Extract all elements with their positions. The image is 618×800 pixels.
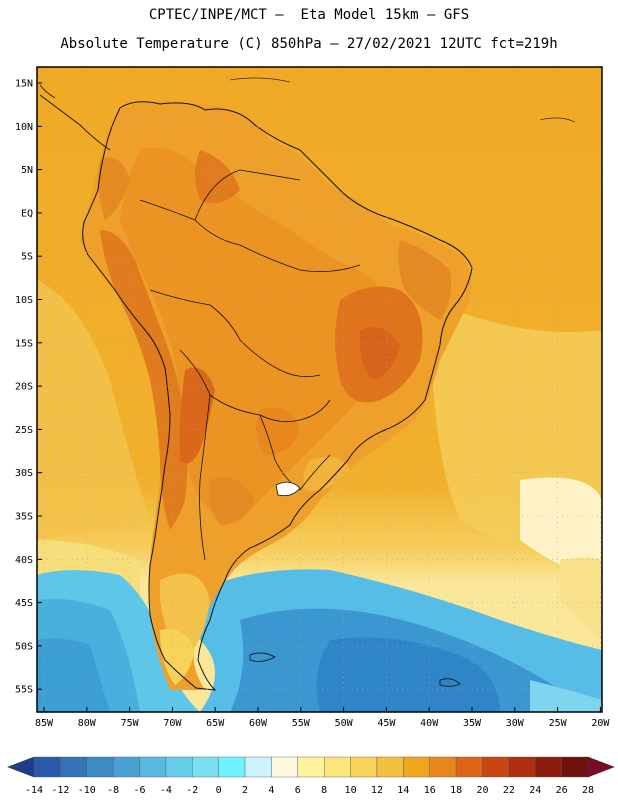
colorbar-label: 8	[321, 785, 327, 796]
colorbar-segment	[376, 756, 404, 778]
lat-label: 20S	[15, 382, 33, 393]
graticule	[37, 67, 602, 712]
latitude-labels: 15N 10N 5N EQ 5S 10S 15S 20S 25S 30S 35S 40S 45S 50S 5…	[15, 79, 33, 696]
lon-label: 85W	[35, 718, 54, 729]
lon-label: 60W	[249, 718, 268, 729]
colorbar-segment	[139, 756, 167, 778]
colorbar-segment	[218, 756, 246, 778]
colorbar-segment	[455, 756, 483, 778]
colorbar-label: 0	[216, 785, 222, 796]
colorbar-label: -14	[25, 785, 43, 796]
map-subtitle: Absolute Temperature (C) 850hPa – 27/02/…	[60, 36, 558, 52]
lon-label: 65W	[206, 718, 225, 729]
colorbar-segment	[350, 756, 378, 778]
map-title: CPTEC/INPE/MCT – Eta Model 15km – GFS	[148, 7, 470, 23]
lat-label: 5N	[21, 165, 33, 176]
colorbar-label: 20	[476, 785, 488, 796]
colorbar-label: 26	[556, 785, 568, 796]
lon-label: 30W	[506, 718, 525, 729]
colorbar-label: -12	[51, 785, 69, 796]
colorbar-segment	[60, 756, 87, 778]
lat-label: 25S	[15, 425, 33, 436]
lon-label: 45W	[377, 718, 396, 729]
longitude-labels: 85W 80W 75W 70W 65W 60W 55W 50W 45W 40W 35W 30W 25W 2…	[35, 718, 610, 729]
colorbar-label: 12	[371, 785, 383, 796]
lat-label: 35S	[15, 512, 33, 523]
colorbar-label: 10	[345, 785, 357, 796]
lat-label: 30S	[15, 468, 33, 479]
colorbar-label: -2	[186, 785, 198, 796]
lat-label: 15S	[15, 338, 33, 349]
lat-label: 45S	[15, 598, 33, 609]
colorbar-segment	[429, 756, 457, 778]
lat-label: EQ	[21, 208, 33, 219]
map-frame	[36, 66, 603, 713]
colorbar-label: 24	[529, 785, 541, 796]
colorbar-segment	[323, 756, 351, 778]
colorbar-label: -8	[107, 785, 119, 796]
colorbar-segment	[165, 756, 193, 778]
colorbar-label: 6	[295, 785, 301, 796]
colorbar-segment	[535, 756, 562, 778]
colorbar-label: -4	[160, 785, 172, 796]
lon-label: 55W	[292, 718, 311, 729]
colorbar-segment	[297, 756, 325, 778]
lat-label: 15N	[15, 79, 33, 90]
lat-label: 10N	[15, 122, 33, 133]
colorbar-segment	[403, 756, 430, 778]
colorbar-segment	[561, 756, 589, 778]
lat-label: 55S	[15, 685, 33, 696]
lat-label: 5S	[21, 252, 33, 263]
colorbar-segment	[192, 756, 219, 778]
lon-label: 50W	[335, 718, 354, 729]
lon-label: 70W	[163, 718, 182, 729]
colorbar-label: 2	[242, 785, 248, 796]
colorbar-label: -6	[134, 785, 146, 796]
colorbar-segment	[271, 756, 299, 778]
colorbar-min-arrow	[7, 756, 35, 778]
colorbar-max-arrow	[587, 756, 615, 778]
colorbar-segment	[244, 756, 272, 778]
colorbar-segment	[86, 756, 114, 778]
lon-label: 25W	[549, 718, 568, 729]
colorbar-label: -10	[78, 785, 96, 796]
colorbar-label: 14	[397, 785, 409, 796]
colorbar-label: 22	[503, 785, 515, 796]
colorbar-label: 4	[268, 785, 274, 796]
colorbar-label: 16	[424, 785, 436, 796]
lat-label: 50S	[15, 641, 33, 652]
map-plot-area	[37, 67, 602, 712]
colorbar-segment	[112, 756, 140, 778]
lon-label: 75W	[121, 718, 140, 729]
lon-label: 35W	[463, 718, 482, 729]
colorbar-segment	[508, 756, 536, 778]
colorbar-segment	[482, 756, 510, 778]
colorbar-label: 18	[450, 785, 462, 796]
colorbar	[7, 756, 615, 778]
lon-label: 20W	[591, 718, 610, 729]
lat-label: 40S	[15, 555, 33, 566]
colorbar-label: 28	[582, 785, 594, 796]
lon-label: 80W	[78, 718, 97, 729]
lat-label: 10S	[15, 295, 33, 306]
colorbar-labels: -14 -12 -10 -8 -6 -4 -2 0 2 4 6 8 10 12 14 16 18 20 22 24 26…	[25, 785, 594, 796]
colorbar-segment	[33, 756, 61, 778]
lon-label: 40W	[420, 718, 439, 729]
